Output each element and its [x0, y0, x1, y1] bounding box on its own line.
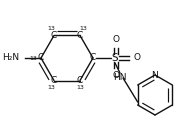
Text: O: O [134, 54, 141, 63]
Text: C: C [38, 54, 44, 63]
Text: O: O [113, 71, 119, 80]
Text: C: C [51, 76, 57, 85]
Text: S: S [112, 53, 118, 63]
Text: C: C [90, 54, 96, 63]
Text: O: O [113, 35, 119, 44]
Text: 13: 13 [47, 85, 55, 90]
Text: C: C [77, 76, 83, 85]
Text: 13: 13 [76, 85, 84, 90]
Text: N: N [152, 70, 158, 80]
Text: C: C [51, 31, 57, 40]
Text: 13: 13 [47, 26, 55, 31]
Text: H₂N: H₂N [2, 54, 19, 63]
Text: HN: HN [113, 74, 127, 83]
Text: 13: 13 [29, 55, 37, 60]
Text: C: C [77, 31, 83, 40]
Text: 13: 13 [79, 26, 87, 31]
